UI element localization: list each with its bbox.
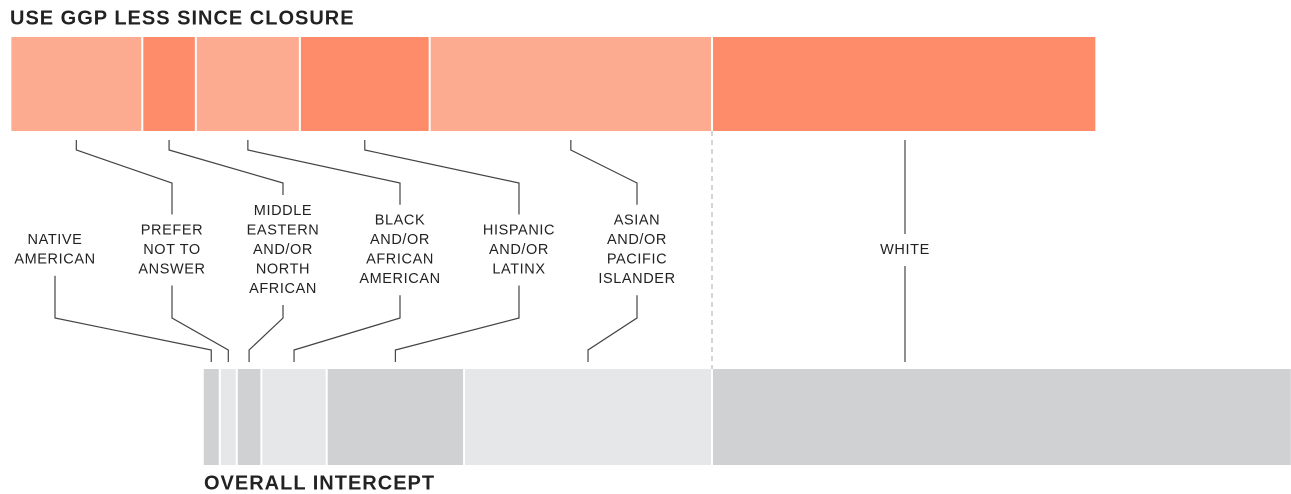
series-label: NORTH [256,261,310,277]
series-label: AND/OR [489,242,549,258]
segment [220,369,236,465]
series-label: ASIAN [614,213,661,229]
series-label: AMERICAN [14,252,95,268]
series-label: LATINX [492,261,545,277]
series-label: AND/OR [370,232,430,248]
series-label: AND/OR [253,242,313,258]
segment [203,369,219,465]
series-label: PREFER [141,222,203,238]
connector [171,285,229,362]
bottom-title: OVERALL INTERCEPT [204,472,435,494]
segment [143,37,195,131]
connector [570,140,638,205]
segment [430,37,711,131]
connector [54,275,212,362]
segment [300,37,429,131]
series-label: BLACK [375,213,426,229]
series-label: AFRICAN [366,252,434,268]
connector [394,285,520,362]
segment [237,369,261,465]
connector [587,295,638,362]
segment [713,369,1291,465]
segment [713,37,1096,131]
top-title: USE GGP LESS SINCE CLOSURE [10,7,355,29]
series-label: ANSWER [138,261,205,277]
segment [11,37,142,131]
segment [327,369,464,465]
series-label: AFRICAN [249,281,317,297]
connector [75,140,173,215]
connector [293,295,401,362]
connector [364,140,520,215]
series-label: PACIFIC [607,252,667,268]
connector [168,140,284,195]
series-label: AND/OR [607,232,667,248]
segment [465,369,711,465]
series-label: NOT TO [143,242,201,258]
series-label: AMERICAN [359,271,440,287]
connector [247,140,401,205]
series-label: EASTERN [247,222,320,238]
series-label: WHITE [880,242,930,258]
segment [262,369,326,465]
connector [248,305,284,362]
series-label: ISLANDER [598,271,675,287]
series-label: NATIVE [28,232,83,248]
series-label: MIDDLE [254,203,312,219]
segment [196,37,299,131]
series-label: HISPANIC [483,222,555,238]
